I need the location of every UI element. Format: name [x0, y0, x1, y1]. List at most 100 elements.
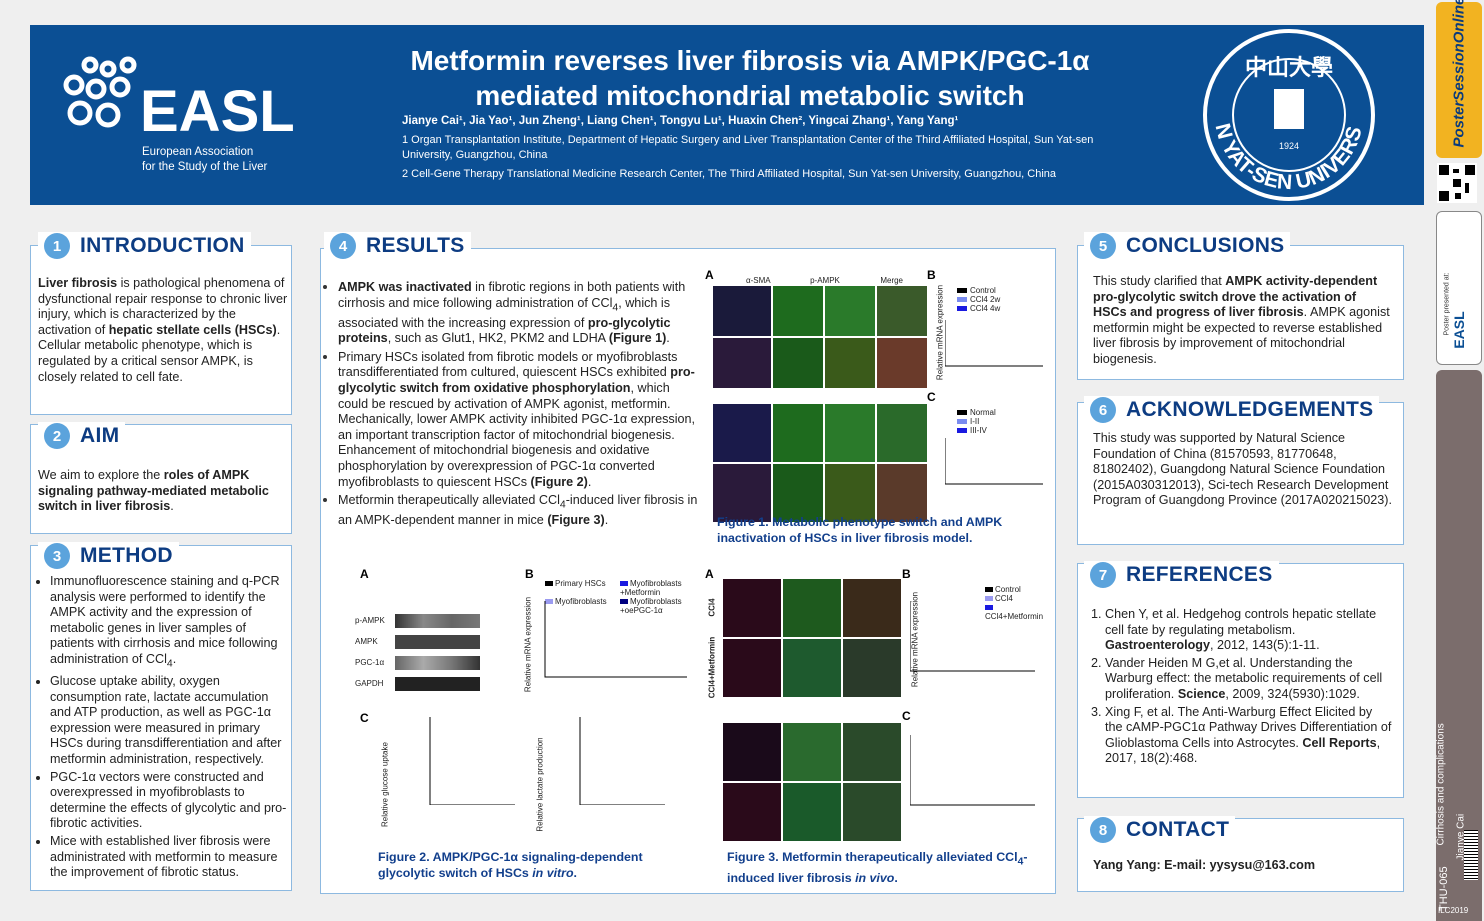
legend-text: Myofibroblasts +oePGC-1α	[620, 597, 682, 615]
panel-letter: B	[902, 567, 911, 581]
text-run: is pathological phenomena of dysfunction…	[38, 276, 288, 337]
presented-at: Poster presented at:	[1443, 272, 1451, 336]
legend-item: Primary HSCs	[545, 579, 620, 597]
legend-item: III-IV	[957, 426, 996, 435]
text-run: Figure 2. AMPK/PGC-1α signaling-dependen…	[378, 850, 643, 880]
legend-item: Myofibroblasts	[545, 597, 620, 615]
col-label: p-AMPK	[813, 394, 843, 403]
text-run: roles of AMPK signaling pathway-mediated…	[38, 468, 269, 514]
text-run: in fibrotic regions in both patients wit…	[338, 280, 686, 310]
legend-text: CCl4 2w	[970, 295, 1001, 304]
text-run: 4	[612, 301, 619, 314]
text-run: .	[172, 651, 177, 666]
legend-text: Primary HSCs	[555, 579, 606, 588]
method-list: Immunofluorescence staining and q-PCR an…	[34, 574, 288, 883]
text-run: , 2012, 143(5):1-11.	[1209, 638, 1320, 653]
bullet-item: AMPK was inactivated in fibrotic regions…	[338, 279, 698, 347]
logo-name: EASL	[140, 79, 295, 144]
seal-year: 1924	[1279, 141, 1299, 151]
reference-number: 1.	[1091, 607, 1102, 621]
blot-label: p-AMPK	[355, 616, 385, 625]
blot-label: PGC-1α	[355, 658, 385, 667]
legend-text: CCl4+Metformin	[985, 612, 1044, 621]
panel-letter: B	[525, 567, 534, 581]
col-labels: Glut1 p-AMPK Merge	[733, 394, 923, 403]
legend-item: CCl4+Metformin	[985, 603, 1050, 621]
col-label: Merge	[880, 276, 904, 285]
section-heading: 6 ACKNOWLEDGEMENTS	[1084, 396, 1380, 424]
row-label: CCl4	[707, 598, 717, 617]
text-run: , 2017, 18(2):468.	[1105, 735, 1381, 766]
legend-item: CCl4 4w	[957, 304, 1000, 313]
text-run: . AMPK agonist metformin might be expect…	[1093, 305, 1390, 366]
legend-text: Normal	[970, 408, 996, 417]
legend-text: Control	[995, 585, 1021, 594]
chart-frames	[945, 320, 1043, 485]
western-blot: p-AMPK AMPK PGC-1α GAPDH	[355, 610, 480, 694]
text-run: .	[170, 499, 174, 514]
text-run: This study clarified that	[1093, 274, 1226, 288]
bullet-item: Mice with established liver fibrosis wer…	[50, 834, 288, 881]
text-run: (Figure 1)	[608, 331, 667, 346]
legend-c: Normal I-II III-IV	[957, 408, 996, 435]
legend-item: Myofibroblasts +oePGC-1α	[620, 597, 695, 615]
legend-b: Control CCl4 2w CCl4 4w	[957, 286, 1000, 313]
text-run: 4	[559, 498, 566, 511]
reference: 1. Chen Y, et al. Hedgehog controls hepat…	[1091, 607, 1393, 654]
blot-row: GAPDH	[355, 673, 480, 694]
aim-text: We aim to explore the roles of AMPK sign…	[38, 468, 288, 515]
conclusions-box	[1077, 245, 1404, 380]
legend-item: Control	[957, 286, 1000, 295]
seal-name: 中山大學	[1245, 55, 1333, 80]
sidebar-event: Poster presented at: EASL	[1436, 211, 1482, 365]
legend-text: I-II	[970, 417, 980, 426]
legend-item: Myofibroblasts +Metformin	[620, 579, 695, 597]
poster-code: THU-065	[1438, 866, 1450, 911]
bullet-item: PGC-1α vectors were constructed and over…	[50, 770, 288, 832]
method-box	[30, 545, 292, 891]
brand-text: PosterSessionOnline	[1450, 0, 1468, 148]
y-axis-label: Relative glucose uptake	[380, 742, 390, 827]
reference-text: Vander Heiden M G,et al. Understanding t…	[1105, 656, 1393, 703]
section-heading: 7 REFERENCES	[1084, 561, 1279, 589]
intro-box	[30, 245, 292, 415]
legend-item: CCl4	[985, 594, 1050, 603]
section-number: 7	[1090, 562, 1116, 588]
bullet-item: Primary HSCs isolated from fibrotic mode…	[338, 349, 698, 490]
text-run: Yang Yang: E-mail: yysysu@163.com	[1093, 858, 1316, 872]
panel-letter: C	[927, 390, 936, 404]
reference-number: 2.	[1091, 655, 1102, 670]
legend-item: I-II	[957, 417, 996, 426]
text-run: Xing F, et al. The Anti-Warburg Effect E…	[1105, 704, 1392, 750]
logo-sub-line: for the Study of the Liver	[142, 161, 268, 173]
text-run: Liver fibrosis	[38, 276, 118, 290]
university-seal: SUN YAT-SEN UNIVERSITY 中山大學 1924	[1196, 27, 1375, 201]
text-run: We aim to explore the	[38, 468, 164, 482]
text-run: pro-glycolytic proteins	[338, 315, 671, 346]
blot-label: GAPDH	[355, 679, 384, 688]
legend-item: Normal	[957, 408, 996, 417]
text-run: , which could be rescued by activation o…	[338, 381, 696, 489]
figure-caption: Figure 3. Metformin therapeutically alle…	[727, 849, 1047, 886]
logo-subtitle: European Association for the Study of the…	[142, 145, 267, 175]
figure-caption: Figure 1. Metabolic phenotype switch and…	[717, 514, 1047, 546]
easl-icon	[63, 56, 137, 128]
barcode	[1464, 830, 1478, 880]
legend-text: Control	[970, 286, 996, 295]
text-run: 4	[166, 657, 173, 670]
qr-code	[1437, 163, 1477, 203]
text-run: Gastroenterology	[1105, 638, 1210, 653]
text-run: .	[604, 513, 609, 528]
text-run: .	[573, 866, 577, 880]
chart-frames	[910, 601, 1035, 806]
section-title: RESULTS	[366, 234, 465, 257]
micrographs	[713, 286, 927, 522]
legend: Control CCl4 CCl4+Metformin	[985, 585, 1050, 621]
legend-item: CCl4 2w	[957, 295, 1000, 304]
panel-letter: B	[927, 268, 936, 282]
affiliation: 2 Cell-Gene Therapy Translational Medici…	[402, 168, 1057, 180]
panel-letter: A	[705, 567, 714, 581]
figure-caption: Figure 2. AMPK/PGC-1α signaling-dependen…	[378, 849, 698, 881]
contact-text: Yang Yang: E-mail: yysysu@163.com	[1093, 858, 1393, 874]
